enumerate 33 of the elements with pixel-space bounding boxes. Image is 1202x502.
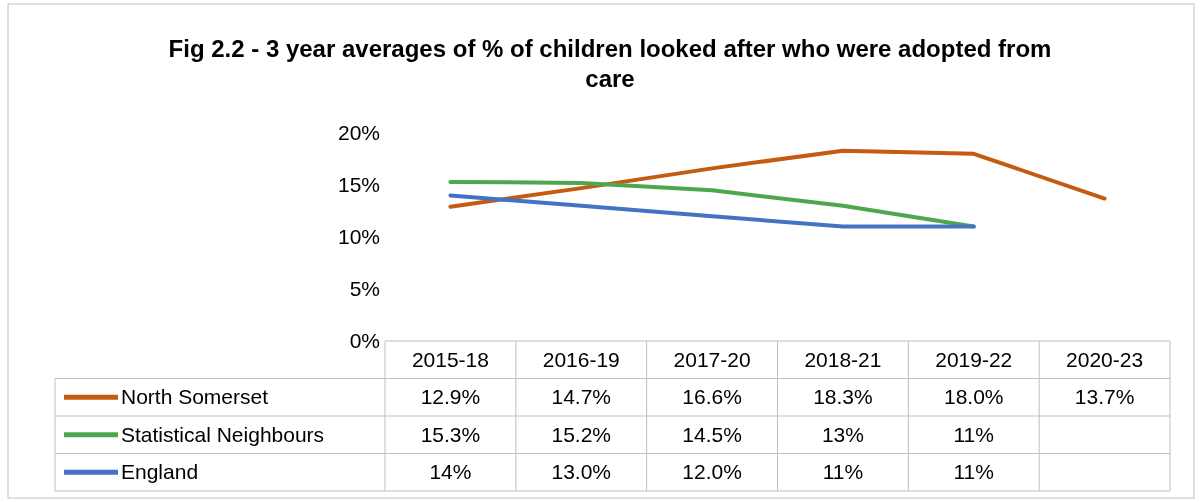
- y-tick-label: 10%: [337, 225, 380, 249]
- data-label: 13%: [821, 422, 864, 446]
- data-label: 11%: [953, 460, 994, 484]
- x-tick-label: 2017-20: [673, 347, 751, 371]
- y-tick-label: 5%: [349, 277, 380, 301]
- data-label: 12.0%: [682, 460, 742, 484]
- y-tick-label: 0%: [349, 329, 380, 353]
- data-label: 18.0%: [943, 385, 1004, 409]
- data-label: 15.2%: [551, 422, 612, 446]
- data-label: 13.0%: [551, 460, 612, 484]
- x-tick-label: 2015-18: [411, 347, 489, 371]
- data-label: 14%: [429, 460, 472, 484]
- data-label: 11%: [953, 422, 994, 446]
- data-label: 18.3%: [813, 385, 873, 409]
- chart-title: Fig 2.2 - 3 year averages of % of children looked after who were adopted from care: [168, 35, 1052, 92]
- legend-label: England: [121, 460, 199, 484]
- data-label: 14.7%: [551, 385, 612, 409]
- data-label: 15.3%: [420, 422, 481, 446]
- y-tick-label: 20%: [337, 121, 380, 145]
- x-tick-label: 2016-19: [542, 347, 620, 371]
- data-label: 11%: [822, 460, 864, 484]
- legend-label: North Somerset: [121, 385, 269, 409]
- data-label: 12.9%: [420, 385, 481, 409]
- x-tick-label: 2019-22: [935, 347, 1013, 371]
- data-label: 16.6%: [682, 385, 742, 409]
- legend-label: Statistical Neighbours: [121, 422, 325, 446]
- x-tick-label: 2020-23: [1066, 347, 1144, 371]
- data-label: 13.7%: [1074, 385, 1135, 409]
- line-series: [448, 193, 976, 229]
- x-tick-label: 2018-21: [804, 347, 882, 371]
- data-label: 14.5%: [682, 422, 742, 446]
- y-tick-label: 15%: [337, 173, 380, 197]
- line-series: [448, 148, 1107, 209]
